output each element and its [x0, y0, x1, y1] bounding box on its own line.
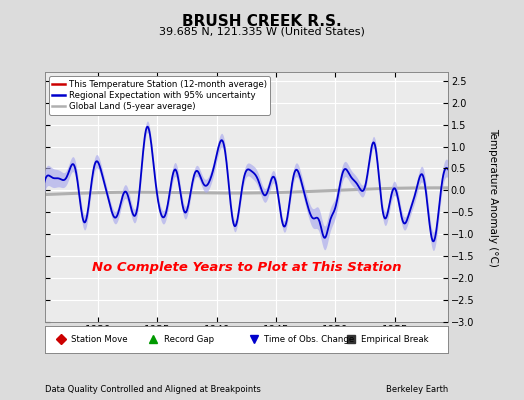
Y-axis label: Temperature Anomaly (°C): Temperature Anomaly (°C)	[488, 128, 498, 266]
Text: BRUSH CREEK R.S.: BRUSH CREEK R.S.	[182, 14, 342, 29]
Text: Data Quality Controlled and Aligned at Breakpoints: Data Quality Controlled and Aligned at B…	[45, 385, 260, 394]
Text: Empirical Break: Empirical Break	[361, 335, 429, 344]
Text: Station Move: Station Move	[71, 335, 127, 344]
Legend: This Temperature Station (12-month average), Regional Expectation with 95% uncer: This Temperature Station (12-month avera…	[49, 76, 270, 114]
Text: No Complete Years to Plot at This Station: No Complete Years to Plot at This Statio…	[92, 260, 401, 274]
Text: Berkeley Earth: Berkeley Earth	[386, 385, 448, 394]
Text: 39.685 N, 121.335 W (United States): 39.685 N, 121.335 W (United States)	[159, 26, 365, 36]
Text: Time of Obs. Change: Time of Obs. Change	[265, 335, 355, 344]
Text: Record Gap: Record Gap	[163, 335, 214, 344]
